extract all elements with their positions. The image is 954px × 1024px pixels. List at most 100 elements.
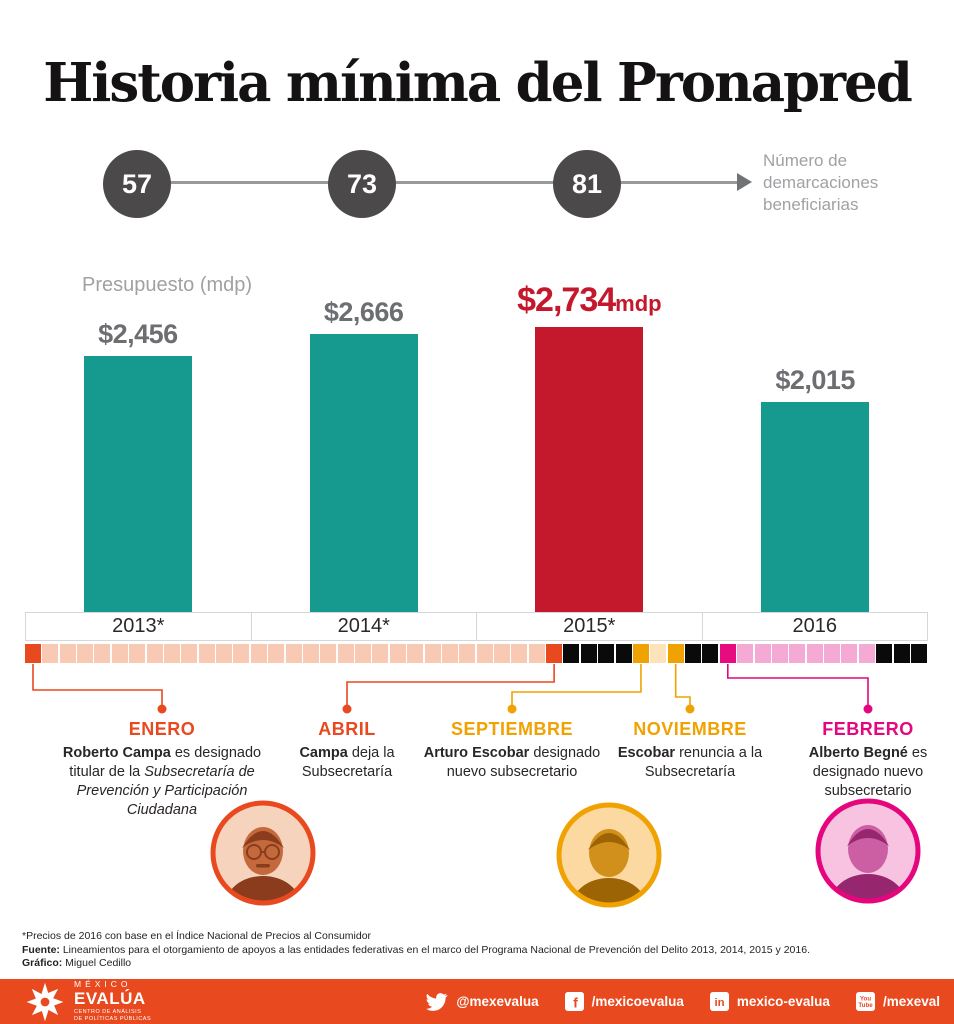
- logo-evalua: EVALÚA: [74, 989, 146, 1009]
- month-square-peach: [337, 644, 354, 663]
- month-square-peach: [528, 644, 545, 663]
- footnotes: *Precios de 2016 con base en el Índice N…: [22, 930, 810, 971]
- social-handle: /mexicoevalua: [591, 994, 684, 1009]
- year-label: 2015*: [476, 613, 702, 640]
- month-square-pink: [824, 644, 841, 663]
- demarcaciones-label: Número de demarcaciones beneficiarias: [763, 151, 879, 214]
- x-axis-year-band: 2013* 2014* 2015* 2016: [25, 612, 928, 641]
- budget-bar-2016: [761, 402, 870, 612]
- svg-text:You: You: [860, 996, 871, 1003]
- month-square-peach: [111, 644, 128, 663]
- month-square-cream: [650, 644, 667, 663]
- month-square-magenta: [719, 644, 736, 663]
- event-description: Alberto Begné es designado nuevo subsecr…: [808, 745, 928, 800]
- social-handle: mexico-evalua: [736, 994, 830, 1009]
- month-square-peach: [285, 644, 302, 663]
- footer-bar: MÉXICO EVALÚA CENTRO DE ANÁLISIS DE POLÍ…: [0, 979, 954, 1024]
- photo-arturo-escobar: [554, 800, 664, 915]
- photo-alberto-begn-: [813, 796, 923, 911]
- month-square-peach: [233, 644, 250, 663]
- month-square-peach: [476, 644, 493, 663]
- event-month-label: ABRIL: [318, 719, 376, 739]
- event-enero: ENERO Roberto Campa es designado titular …: [46, 719, 278, 821]
- chart-title: Presupuesto (mdp): [82, 274, 253, 296]
- month-square-amber: [632, 644, 649, 663]
- month-square-peach: [59, 644, 76, 663]
- demarcaciones-value-circle: 57: [103, 150, 171, 218]
- budget-bar-2013: [83, 356, 192, 612]
- month-square-peach: [355, 644, 372, 663]
- event-description: Roberto Campa es designado titular de la…: [62, 745, 262, 819]
- event-description: Escobar renuncia a la Subsecretaría: [617, 745, 763, 781]
- year-label: 2014*: [250, 613, 477, 640]
- month-square-peach: [459, 644, 476, 663]
- event-febrero: FEBRERO Alberto Begné es designado nuevo …: [777, 719, 954, 801]
- event-septiembre: SEPTIEMBRE Arturo Escobar designado nuevo…: [417, 719, 607, 782]
- month-square-peach: [389, 644, 406, 663]
- month-square-peach: [511, 644, 528, 663]
- logo-subtitle-1: CENTRO DE ANÁLISIS: [74, 1009, 142, 1016]
- logo-subtitle-2: DE POLÍTICAS PÚBLICAS: [74, 1016, 152, 1023]
- month-square-pink: [737, 644, 754, 663]
- social-link-facebook[interactable]: f/mexicoevalua: [564, 992, 684, 1011]
- footnote-source: Fuente: Lineamientos para el otorgamient…: [22, 943, 810, 956]
- arrow-right-icon: [737, 173, 752, 191]
- bar-value-label: $2,456: [98, 319, 178, 349]
- event-description: Arturo Escobar designado nuevo subsecret…: [423, 745, 601, 781]
- month-square-peach: [163, 644, 180, 663]
- event-description: Campa deja la Subsecretaría: [299, 745, 395, 781]
- month-square-black: [702, 644, 719, 663]
- social-link-youtube[interactable]: You Tube/mexeval: [855, 992, 940, 1011]
- month-square-black: [580, 644, 597, 663]
- month-square-amber: [667, 644, 684, 663]
- logo-text: MÉXICO EVALÚA CENTRO DE ANÁLISIS DE POLÍ…: [74, 980, 151, 1023]
- bar-value-label: $2,015: [775, 365, 855, 395]
- footnote-prices: *Precios de 2016 con base en el Índice N…: [22, 930, 372, 942]
- month-square-pink: [858, 644, 875, 663]
- footnote-credit: Gráfico: Miguel Cedillo: [22, 957, 132, 970]
- budget-bar-2014: [309, 334, 418, 612]
- bar-value-label: $2,666: [323, 297, 404, 327]
- month-square-pink: [754, 644, 771, 663]
- month-square-peach: [407, 644, 424, 663]
- month-square-pink: [771, 644, 788, 663]
- month-square-peach: [216, 644, 233, 663]
- year-label: 2013*: [25, 613, 251, 640]
- month-square-peach: [424, 644, 441, 663]
- month-square-peach: [94, 644, 111, 663]
- logo-mexico: MÉXICO: [74, 978, 132, 989]
- timeline-axis-line: [137, 181, 737, 184]
- starburst-logo-icon: [26, 982, 64, 1021]
- svg-text:Tube: Tube: [858, 1002, 873, 1009]
- year-label: 2016: [701, 613, 928, 640]
- month-square-black: [893, 644, 910, 663]
- month-square-peach: [146, 644, 163, 663]
- month-square-peach: [372, 644, 389, 663]
- month-square-peach: [181, 644, 198, 663]
- month-square-peach: [441, 644, 458, 663]
- event-month-label: FEBRERO: [822, 719, 914, 739]
- event-noviembre: NOVIEMBRE Escobar renuncia a la Subsecret…: [595, 719, 785, 782]
- month-square-orange: [546, 644, 563, 663]
- social-links: @mexevalua f/mexicoevalua in mexico-evalua Y…: [426, 979, 940, 1024]
- month-square-black: [910, 644, 927, 663]
- demarcaciones-value-circle: 81: [553, 150, 621, 218]
- budget-bar-2015: [535, 327, 644, 612]
- social-handle: @mexevalua: [456, 994, 539, 1009]
- month-square-pink: [789, 644, 806, 663]
- month-square-peach: [250, 644, 267, 663]
- event-month-label: ENERO: [128, 719, 196, 739]
- mdp-suffix: mdp: [615, 291, 662, 316]
- month-square-peach: [129, 644, 146, 663]
- social-handle: /mexeval: [882, 994, 940, 1009]
- month-square-peach: [77, 644, 94, 663]
- bar-value-label: $2,734mdp: [517, 281, 662, 319]
- twitter-icon: [426, 992, 449, 1011]
- social-link-twitter[interactable]: @mexevalua: [426, 992, 539, 1011]
- photo-roberto-campa: [208, 798, 318, 913]
- month-square-pink: [841, 644, 858, 663]
- event-month-label: NOVIEMBRE: [633, 719, 747, 739]
- social-link-linkedin[interactable]: in mexico-evalua: [709, 992, 830, 1011]
